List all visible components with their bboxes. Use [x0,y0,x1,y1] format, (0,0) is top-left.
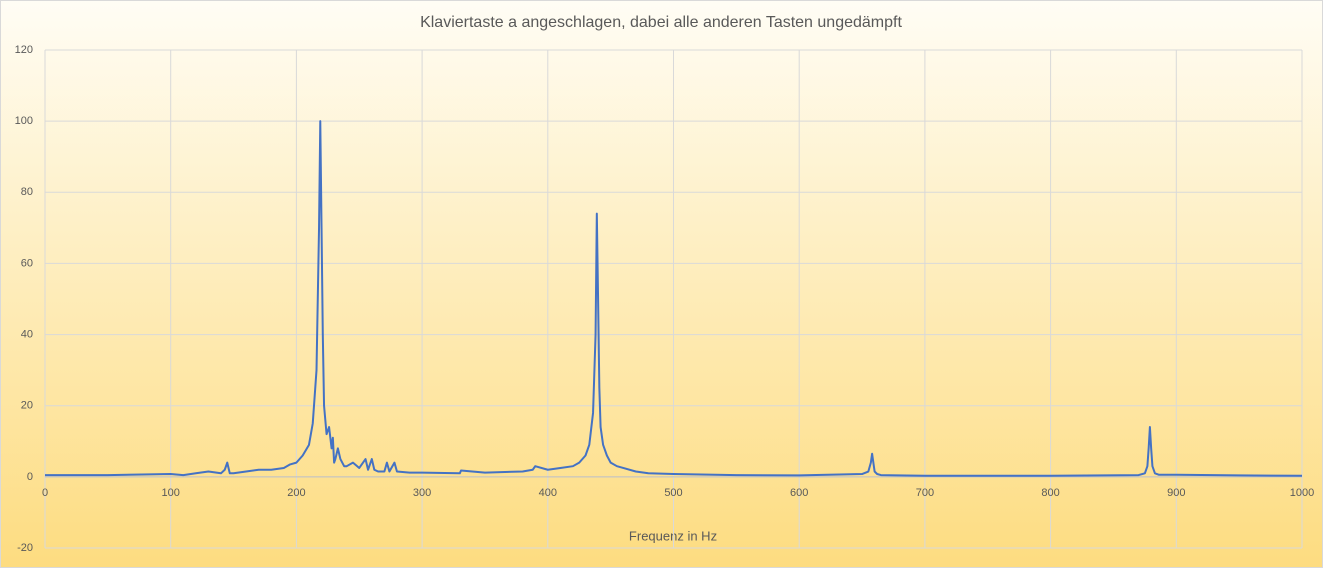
x-tick-label: 1000 [1290,487,1314,499]
y-tick-label: 0 [27,471,33,483]
x-tick-label: 200 [287,487,305,499]
x-tick-label: 100 [162,487,180,499]
x-tick-label: 0 [42,487,48,499]
y-tick-label: 100 [15,115,33,127]
x-tick-label: 800 [1041,487,1059,499]
y-tick-label: 40 [21,328,33,340]
y-tick-label: 60 [21,257,33,269]
x-tick-label: 300 [413,487,431,499]
y-tick-label: 20 [21,400,33,412]
x-tick-label: 400 [539,487,557,499]
x-tick-label: 500 [664,487,682,499]
y-tick-label: 80 [21,186,33,198]
data-line [45,120,1303,477]
x-tick-label: 700 [916,487,934,499]
x-tick-label: 900 [1167,487,1185,499]
chart-title: Klaviertaste a angeschlagen, dabei alle … [420,14,902,31]
x-tick-label: 600 [790,487,808,499]
y-tick-label: -20 [17,542,33,554]
y-tick-label: 120 [15,44,33,56]
